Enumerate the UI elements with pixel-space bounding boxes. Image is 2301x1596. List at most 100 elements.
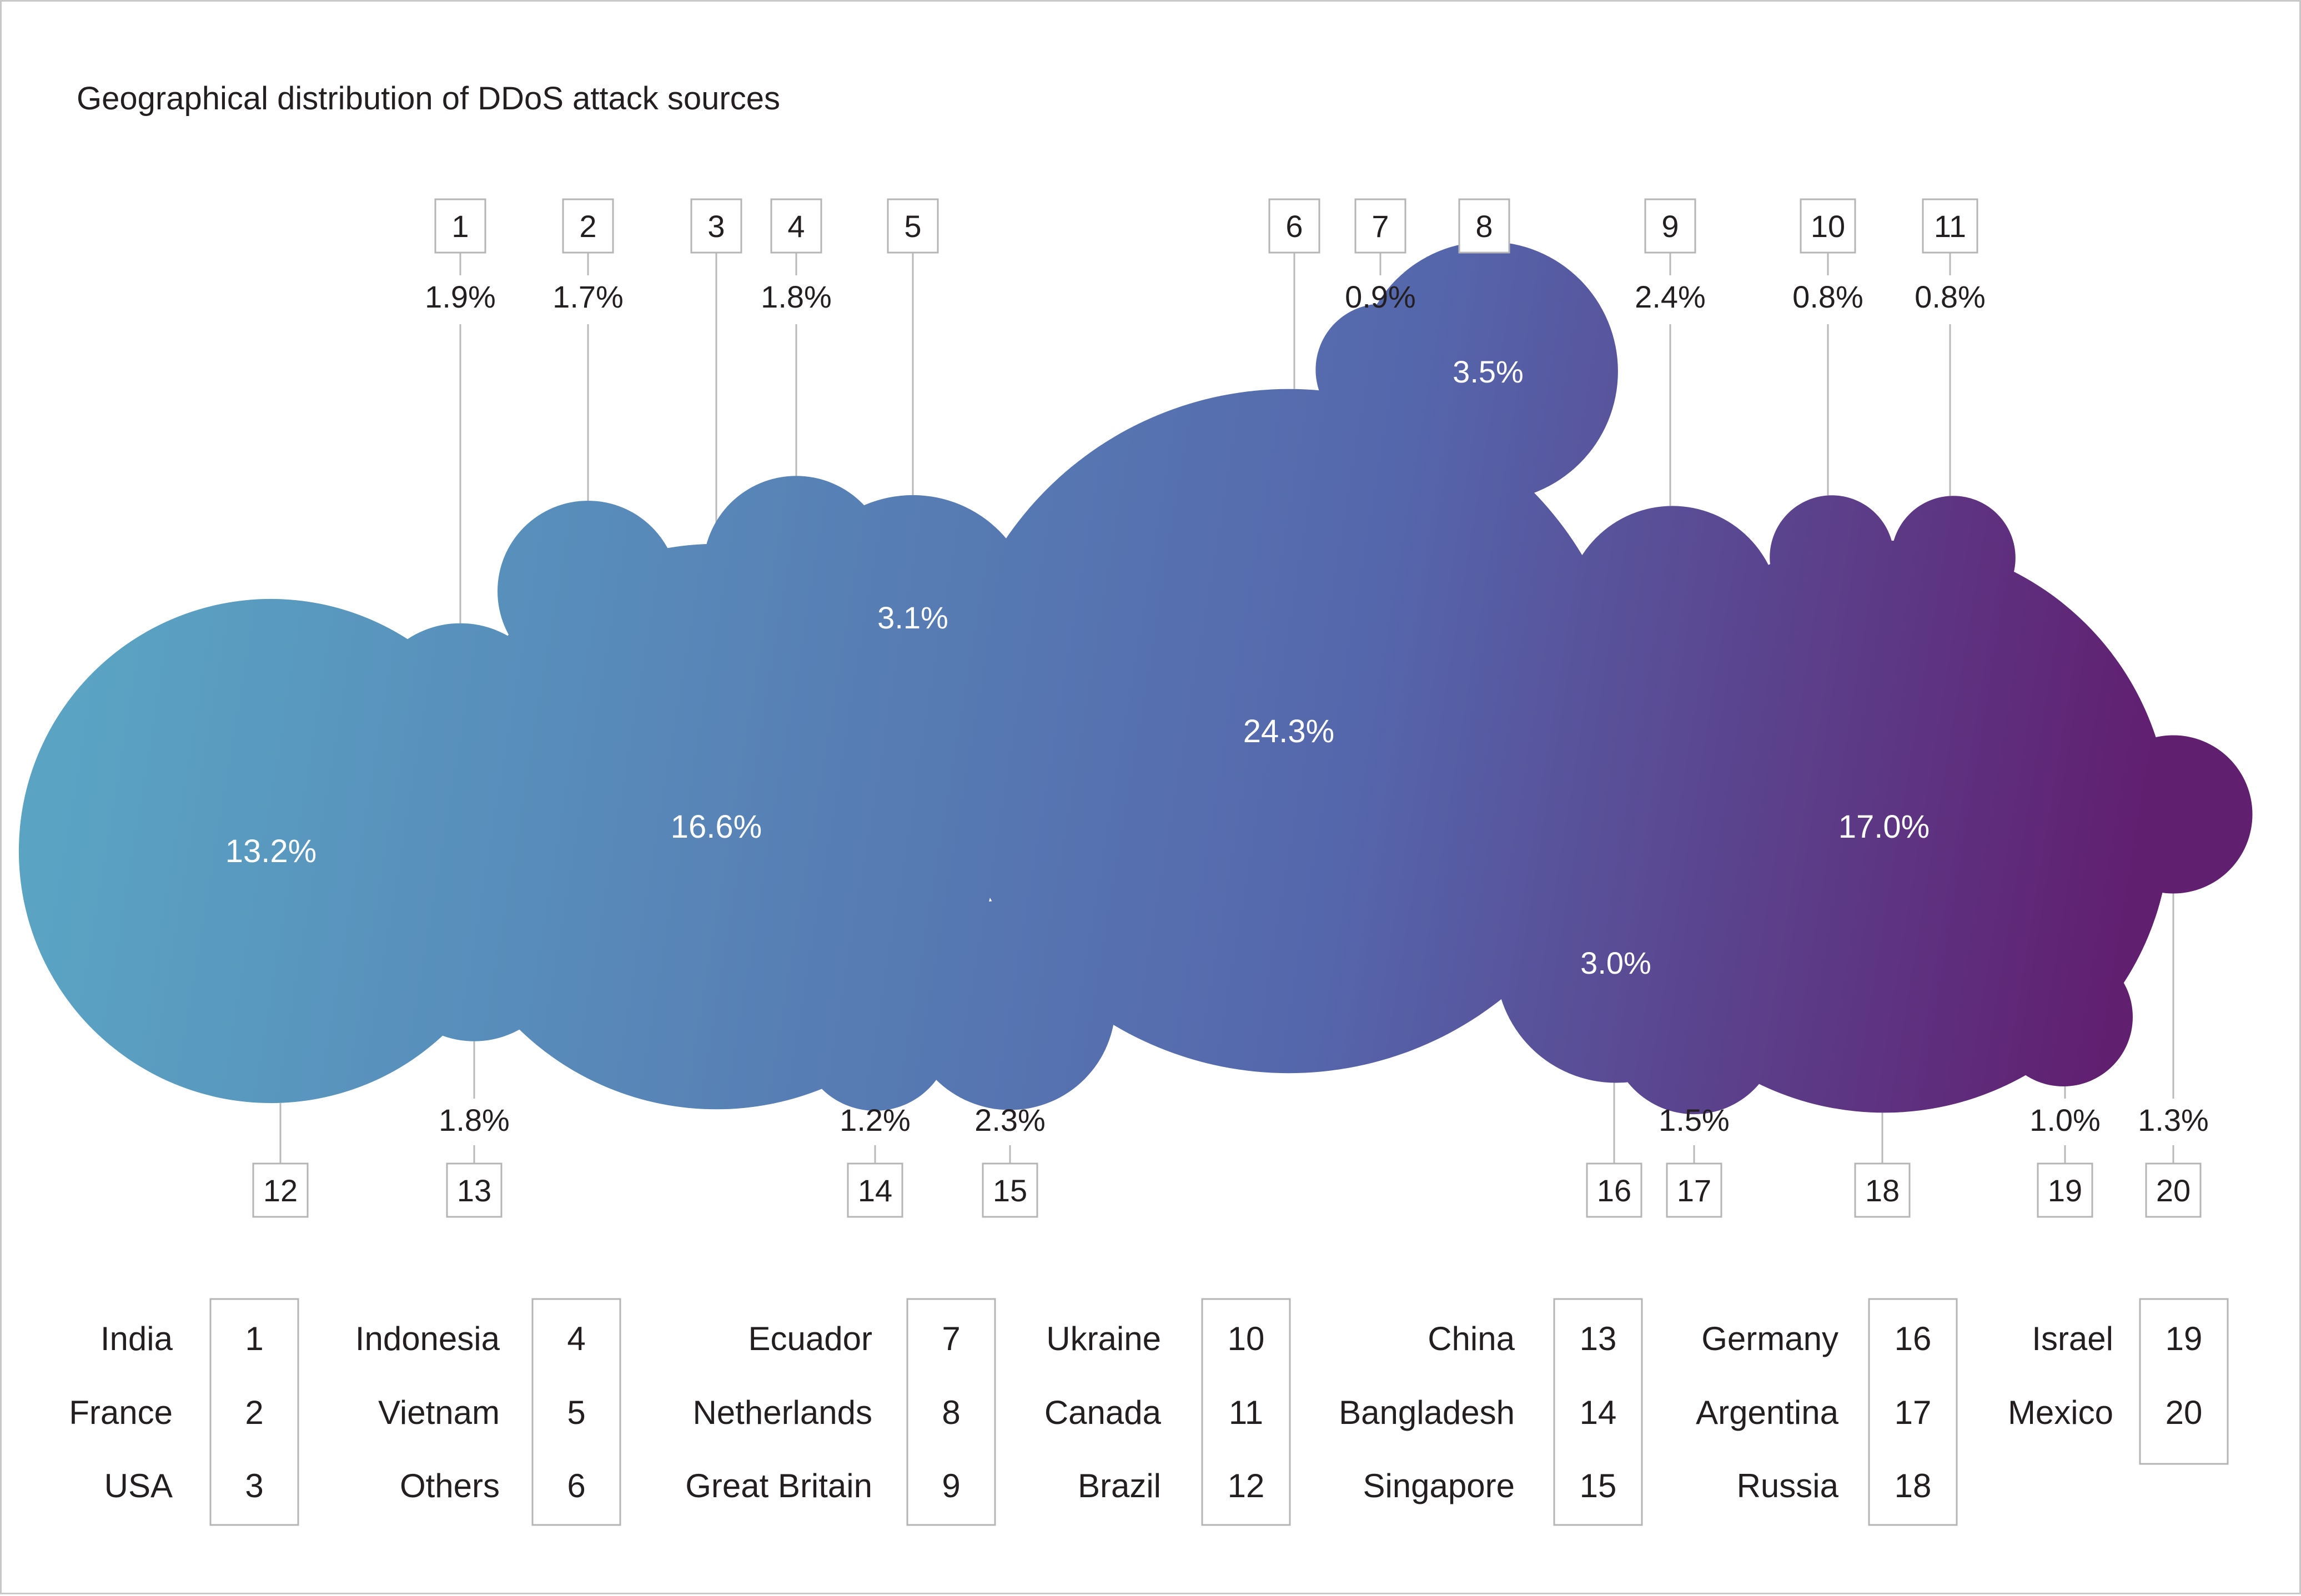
- value-label-9: 2.4%: [1635, 279, 1706, 314]
- legend-box-5: [1553, 1298, 1643, 1526]
- value-label-7: 0.9%: [1345, 279, 1416, 314]
- legend-country-18: Russia: [1737, 1467, 1839, 1504]
- legend-box-6: [1868, 1298, 1958, 1526]
- number-box-2: [562, 198, 614, 254]
- number-box-label-13: 13: [457, 1173, 491, 1208]
- value-label-14: 1.2%: [840, 1102, 911, 1137]
- value-label-16: 3.0%: [1580, 945, 1651, 980]
- number-box-label-14: 14: [858, 1173, 892, 1208]
- value-label-20: 1.3%: [2138, 1102, 2209, 1137]
- chart-title: Geographical distribution of DDoS attack…: [77, 80, 780, 117]
- number-box-label-11: 11: [1934, 209, 1966, 244]
- legend-country-11: Canada: [1044, 1394, 1162, 1431]
- bubbles: [18, 241, 2253, 1115]
- value-label-17: 1.5%: [1659, 1102, 1730, 1137]
- number-box-label-12: 12: [263, 1173, 298, 1208]
- number-box-label-3: 3: [707, 209, 725, 244]
- number-box-19: [2037, 1162, 2093, 1218]
- legend-country-14: Bangladesh: [1339, 1394, 1515, 1431]
- legend-number-4: 4: [567, 1320, 585, 1357]
- number-box-15: [982, 1162, 1038, 1218]
- legend-number-20: 20: [2166, 1394, 2203, 1431]
- number-box-20: [2145, 1162, 2202, 1218]
- number-box-16: [1586, 1162, 1642, 1218]
- number-box-17: [1666, 1162, 1722, 1218]
- bubble-6: [946, 389, 1631, 1074]
- number-box-4: [770, 198, 822, 254]
- legend-box-4: [1201, 1298, 1291, 1526]
- number-box-7: [1354, 198, 1406, 254]
- value-label-15: 2.3%: [974, 1102, 1046, 1137]
- number-box-12: [252, 1162, 309, 1218]
- number-box-label-4: 4: [787, 209, 805, 244]
- value-label-18: 17.0%: [1838, 809, 1930, 845]
- legend-country-6: Others: [400, 1467, 500, 1504]
- legend-number-1: 1: [245, 1320, 263, 1357]
- legend-number-14: 14: [1580, 1394, 1617, 1431]
- number-box-10: [1800, 198, 1856, 254]
- bubble-13: [381, 855, 567, 1041]
- bubble-15: [905, 899, 1116, 1110]
- legend-number-9: 9: [942, 1467, 960, 1504]
- number-box-label-9: 9: [1661, 209, 1679, 244]
- legend-country-12: Brazil: [1078, 1467, 1161, 1504]
- legend-country-5: Vietnam: [378, 1394, 500, 1431]
- legend-number-8: 8: [942, 1394, 960, 1431]
- number-box-label-20: 20: [2156, 1173, 2191, 1208]
- value-label-5: 3.1%: [877, 600, 948, 635]
- value-label-6: 24.3%: [1243, 713, 1334, 749]
- number-box-label-16: 16: [1597, 1173, 1631, 1208]
- legend-number-7: 7: [942, 1320, 960, 1357]
- value-label-8: 3.5%: [1453, 354, 1524, 389]
- number-box-label-2: 2: [579, 209, 596, 244]
- legend-number-3: 3: [245, 1467, 263, 1504]
- number-box-label-8: 8: [1475, 209, 1493, 244]
- number-box-14: [847, 1162, 903, 1218]
- legend-country-7: Ecuador: [748, 1320, 872, 1357]
- bubble-8: [1358, 241, 1618, 501]
- legend-country-3: USA: [104, 1467, 173, 1504]
- legend-country-4: Indonesia: [355, 1320, 500, 1357]
- number-box-3: [690, 198, 742, 254]
- legend-number-12: 12: [1228, 1467, 1265, 1504]
- number-box-18: [1854, 1162, 1911, 1218]
- value-label-10: 0.8%: [1792, 279, 1863, 314]
- value-label-3: 16.6%: [671, 809, 762, 845]
- legend-number-15: 15: [1580, 1467, 1617, 1504]
- number-box-label-6: 6: [1285, 209, 1303, 244]
- legend-country-20: Mexico: [2008, 1394, 2113, 1431]
- legend-number-2: 2: [245, 1394, 263, 1431]
- legend-country-15: Singapore: [1363, 1467, 1515, 1504]
- number-box-label-7: 7: [1371, 209, 1389, 244]
- value-labels: 1.9% 1.7% 16.6% 1.8% 3.1% 24.3% 0.9% 3.5% 2.4% 0.…: [225, 279, 2209, 1137]
- legend-country-1: India: [101, 1320, 173, 1357]
- number-box-8: [1458, 198, 1510, 254]
- value-label-12: 13.2%: [225, 833, 316, 869]
- legend: India 1 France 2 USA 3 Indonesia 4 Vietnam 5 Other…: [69, 1298, 2229, 1526]
- number-box-label-5: 5: [904, 209, 921, 244]
- bubble-20: [2094, 735, 2253, 894]
- value-label-11: 0.8%: [1915, 279, 1986, 314]
- legend-box-3: [906, 1298, 996, 1526]
- legend-number-13: 13: [1580, 1320, 1617, 1357]
- number-box-label-19: 19: [2048, 1173, 2082, 1208]
- legend-country-17: Argentina: [1696, 1394, 1838, 1431]
- legend-number-18: 18: [1895, 1467, 1932, 1504]
- legend-box-2: [531, 1298, 621, 1526]
- legend-country-9: Great Britain: [685, 1467, 872, 1504]
- number-box-label-1: 1: [451, 209, 469, 244]
- legend-number-10: 10: [1228, 1320, 1265, 1357]
- legend-number-17: 17: [1895, 1394, 1932, 1431]
- legend-country-2: France: [69, 1394, 173, 1431]
- value-label-4: 1.8%: [761, 279, 832, 314]
- legend-number-16: 16: [1895, 1320, 1932, 1357]
- value-label-13: 1.8%: [439, 1102, 510, 1137]
- legend-country-10: Ukraine: [1046, 1320, 1161, 1357]
- number-box-13: [446, 1162, 503, 1218]
- legend-country-19: Israel: [2032, 1320, 2113, 1357]
- legend-box-1: [209, 1298, 299, 1526]
- number-box-11: [1922, 198, 1978, 254]
- legend-country-8: Netherlands: [692, 1394, 872, 1431]
